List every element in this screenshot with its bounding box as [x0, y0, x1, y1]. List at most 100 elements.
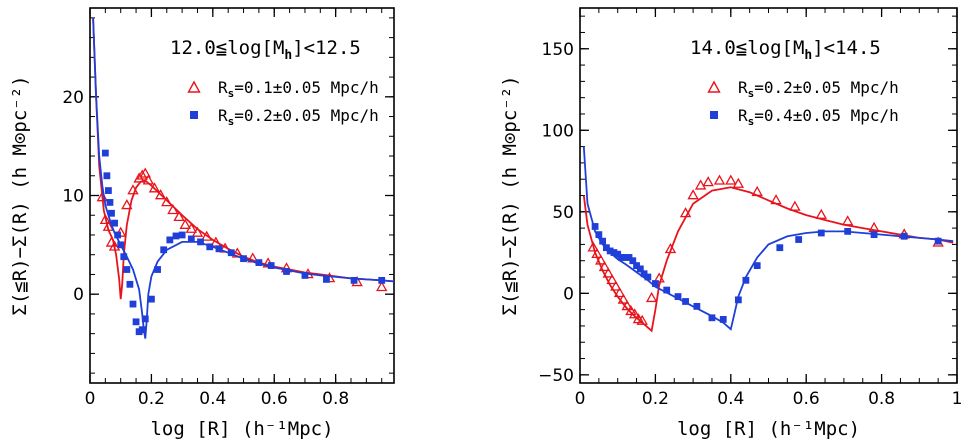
data-point	[664, 242, 677, 254]
data-point	[653, 272, 665, 283]
legend-label: Rs=0.1±0.05 Mpc/h	[218, 78, 379, 100]
data-point	[598, 260, 611, 272]
data-point	[120, 253, 128, 261]
data-point	[606, 273, 618, 285]
x-tick-label: 0	[575, 389, 586, 409]
data-point	[694, 179, 707, 190]
data-point	[240, 255, 247, 263]
legend-marker-square	[190, 111, 198, 119]
y-axis-label: Σ(≦R)−Σ(R) (h M⊙pc⁻²)	[499, 75, 521, 315]
data-point	[179, 218, 191, 229]
data-point	[166, 236, 174, 244]
data-point	[645, 291, 658, 303]
data-point	[185, 222, 198, 233]
data-point	[106, 199, 114, 206]
x-tick-label: 0.4	[717, 389, 744, 409]
data-point	[625, 304, 637, 316]
series-0	[582, 174, 954, 333]
data-point	[99, 213, 112, 225]
legend-marker-square	[710, 111, 718, 119]
data-point	[121, 199, 133, 210]
data-point	[679, 207, 692, 218]
data-point	[178, 231, 186, 239]
data-point	[376, 280, 388, 292]
data-point	[713, 174, 726, 185]
data-point	[167, 203, 179, 215]
data-point	[105, 187, 112, 194]
y-tick-label: 0	[563, 284, 574, 304]
data-point	[587, 241, 599, 252]
data-point	[742, 276, 750, 284]
x-tick-label: 0.2	[642, 389, 669, 409]
data-point	[844, 227, 852, 235]
series-curve	[582, 146, 954, 331]
data-point	[378, 276, 386, 284]
data-point	[591, 223, 599, 230]
legend-label: Rs=0.2±0.05 Mpc/h	[738, 78, 899, 100]
plot-frame	[89, 7, 395, 384]
data-point	[602, 267, 614, 278]
data-point	[617, 293, 630, 304]
data-point	[841, 215, 854, 226]
data-point	[154, 189, 167, 200]
data-point	[602, 244, 610, 252]
data-point	[734, 296, 742, 304]
x-axis-label: log [R] (h⁻¹Mpc)	[150, 418, 333, 440]
data-point	[732, 177, 745, 188]
x-tick-label: 0.4	[199, 389, 226, 409]
data-point	[719, 316, 727, 323]
data-point	[693, 302, 701, 310]
legend-marker-triangle	[187, 80, 201, 93]
data-point	[191, 226, 204, 237]
y-tick-label: −50	[538, 366, 574, 386]
series-curve	[92, 17, 394, 300]
data-point	[610, 249, 618, 256]
data-point	[126, 280, 134, 288]
data-point	[870, 231, 878, 239]
data-point	[633, 262, 640, 270]
data-point	[708, 314, 716, 322]
y-tick-label: 10	[62, 187, 84, 207]
series-1	[92, 17, 394, 339]
data-point	[610, 280, 622, 291]
data-point	[621, 254, 629, 261]
data-point	[770, 194, 782, 205]
data-point	[101, 149, 109, 157]
data-point	[621, 300, 633, 311]
x-tick-label: 0.2	[138, 389, 165, 409]
x-tick-label: 0.6	[261, 389, 288, 409]
data-point	[674, 293, 682, 300]
data-point	[934, 237, 942, 245]
data-point	[154, 266, 161, 273]
data-point	[323, 275, 330, 283]
data-point	[103, 172, 111, 180]
data-point	[776, 244, 784, 252]
data-point	[640, 270, 648, 278]
data-point	[591, 247, 603, 259]
data-point	[129, 300, 137, 308]
data-point	[618, 254, 625, 261]
data-point	[200, 230, 213, 241]
data-point	[636, 265, 644, 273]
data-point	[136, 169, 148, 180]
data-point	[206, 243, 214, 251]
data-point	[114, 231, 122, 239]
x-tick-label: 1	[952, 389, 963, 409]
data-point	[663, 286, 671, 294]
plot-frame	[579, 7, 958, 384]
data-point	[117, 241, 125, 249]
x-tick-label: 0.8	[868, 389, 895, 409]
data-point	[652, 280, 659, 287]
data-point	[141, 315, 149, 323]
data-point	[682, 298, 689, 305]
data-point	[133, 172, 145, 183]
x-tick-label: 0.6	[793, 389, 820, 409]
data-point	[702, 176, 714, 187]
y-tick-label: 100	[542, 121, 574, 141]
data-point	[595, 254, 607, 265]
data-point	[687, 189, 699, 200]
data-point	[255, 259, 263, 267]
series-curve	[582, 186, 954, 333]
